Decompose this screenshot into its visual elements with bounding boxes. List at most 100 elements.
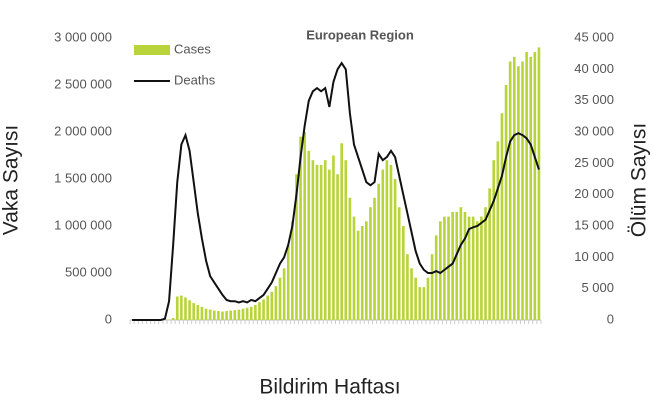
- bar: [471, 216, 475, 320]
- bar: [418, 287, 422, 320]
- bar: [512, 56, 516, 321]
- bar: [266, 295, 270, 320]
- bar: [262, 299, 265, 320]
- bar: [184, 297, 187, 320]
- bar: [241, 308, 245, 320]
- bar: [517, 66, 520, 320]
- bar: [254, 304, 257, 320]
- bar: [508, 61, 512, 320]
- y2-tick-label: 35 000: [574, 92, 614, 107]
- legend-swatch: [134, 45, 170, 55]
- y-tick-label: 0: [105, 311, 112, 326]
- bar: [196, 304, 200, 320]
- y-tick-label: 1 000 000: [54, 217, 112, 232]
- bar: [455, 211, 459, 320]
- bar: [492, 160, 496, 320]
- bar: [303, 132, 306, 320]
- bar: [212, 310, 216, 320]
- y-tick-label: 2 500 000: [54, 76, 112, 91]
- bar: [340, 143, 343, 320]
- y2-tick-label: 25 000: [574, 155, 614, 170]
- bar: [389, 164, 393, 320]
- bar: [299, 136, 302, 320]
- bar: [295, 174, 298, 320]
- y2-tick-label: 40 000: [574, 61, 614, 76]
- bar: [200, 306, 204, 320]
- bar: [286, 244, 290, 320]
- bar: [504, 85, 508, 320]
- y2-tick-label: 20 000: [574, 186, 614, 201]
- bar: [208, 309, 212, 320]
- bar: [237, 309, 241, 320]
- bar: [410, 268, 413, 320]
- bar: [459, 207, 463, 320]
- legend-label: Deaths: [174, 72, 216, 87]
- bar: [258, 302, 261, 320]
- bar: [533, 52, 537, 320]
- bar: [521, 61, 524, 320]
- bar: [233, 310, 237, 320]
- bar: [484, 207, 487, 320]
- bar: [328, 169, 331, 320]
- bar: [344, 160, 348, 320]
- bar: [270, 291, 274, 320]
- bar: [500, 113, 504, 320]
- bar: [171, 318, 175, 320]
- bar: [401, 226, 405, 320]
- bar: [360, 226, 364, 320]
- bar: [414, 277, 417, 320]
- bar: [537, 47, 541, 321]
- bar: [249, 306, 253, 320]
- bar: [175, 296, 179, 320]
- bar: [496, 141, 500, 320]
- bar: [229, 310, 233, 320]
- bar: [385, 160, 389, 320]
- bar: [393, 179, 397, 320]
- chart-title: European Region: [306, 27, 414, 42]
- bar: [426, 277, 430, 320]
- bar: [291, 221, 294, 320]
- y-tick-label: 500 000: [65, 264, 112, 279]
- bar: [204, 308, 208, 320]
- bar: [406, 254, 409, 320]
- y2-tick-label: 45 000: [574, 29, 614, 44]
- bar: [307, 150, 311, 320]
- bar: [221, 311, 224, 320]
- y-tick-label: 3 000 000: [54, 29, 112, 44]
- bar: [192, 303, 196, 320]
- line: [132, 61, 540, 321]
- bar: [447, 216, 450, 320]
- bar: [397, 207, 401, 320]
- bar: [434, 235, 438, 320]
- bar: [188, 300, 191, 320]
- bar: [443, 216, 446, 320]
- x-axis-label: Bildirim Haftası: [259, 376, 400, 399]
- bar: [278, 277, 282, 320]
- bar: [488, 188, 491, 320]
- bar: [430, 254, 434, 320]
- y-tick-label: 1 500 000: [54, 170, 112, 185]
- bar: [282, 268, 286, 320]
- bar: [467, 216, 471, 320]
- bar: [373, 197, 376, 320]
- bar: [352, 216, 356, 320]
- bar: [381, 169, 385, 320]
- y2-tick-label: 0: [607, 311, 614, 326]
- y2-tick-label: 10 000: [574, 249, 614, 264]
- bar: [422, 287, 426, 320]
- bar: [315, 164, 319, 320]
- bar: [451, 211, 454, 320]
- bar: [319, 164, 323, 320]
- bar: [217, 311, 220, 320]
- bar: [480, 216, 483, 320]
- bar: [529, 56, 533, 321]
- bar: [225, 311, 228, 320]
- y-axis-label: Vaka Sayısı: [0, 125, 23, 236]
- y2-axis-label: Ölüm Sayısı: [628, 123, 651, 237]
- y-tick-label: 2 000 000: [54, 123, 112, 138]
- bar: [463, 211, 467, 320]
- y2-tick-label: 15 000: [574, 217, 614, 232]
- bar: [475, 221, 479, 320]
- bar: [369, 207, 372, 320]
